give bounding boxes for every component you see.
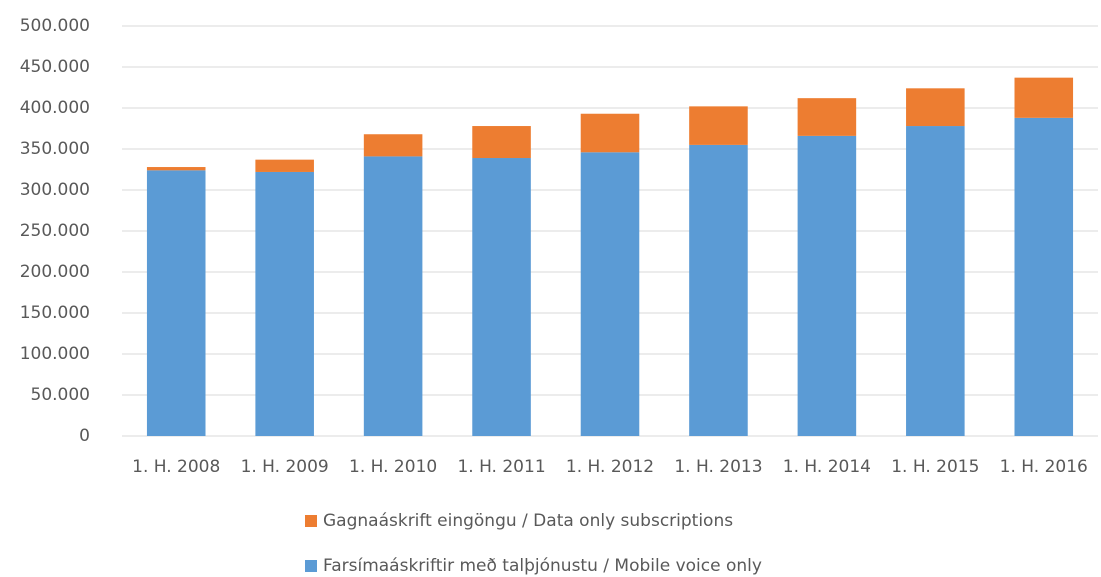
legend-label: Farsímaáskriftir með talþjónustu / Mobil… (323, 556, 762, 576)
x-tick-label: 1. H. 2016 (1000, 457, 1088, 477)
bar-segment (797, 98, 857, 136)
bar-segment (689, 144, 748, 436)
y-tick-label: 400.000 (20, 98, 90, 118)
bar-segment (906, 88, 965, 127)
legend-marker (305, 560, 317, 572)
bar-segment (580, 113, 640, 153)
y-tick-label: 300.000 (20, 180, 90, 200)
bar-segment (363, 134, 423, 157)
legend-label: Gagnaáskrift eingöngu / Data only subscr… (323, 511, 733, 531)
bar-segment (363, 156, 423, 436)
x-tick-label: 1. H. 2010 (349, 457, 437, 477)
y-tick-label: 0 (79, 426, 90, 446)
bar-segment (472, 126, 531, 159)
bar-segment (255, 171, 314, 436)
bar-segment (472, 158, 531, 436)
bar-segment (797, 135, 857, 436)
y-tick-label: 350.000 (20, 139, 90, 159)
bar-segment (689, 106, 748, 145)
y-tick-label: 200.000 (20, 262, 90, 282)
bar-segment (580, 152, 640, 436)
x-tick-label: 1. H. 2015 (891, 457, 979, 477)
y-tick-label: 500.000 (20, 16, 90, 36)
y-tick-label: 50.000 (31, 385, 90, 405)
y-tick-label: 150.000 (20, 303, 90, 323)
bar-segment (906, 126, 965, 436)
y-tick-label: 100.000 (20, 344, 90, 364)
y-tick-label: 450.000 (20, 57, 90, 77)
bar-segment (255, 159, 314, 172)
y-tick-label: 250.000 (20, 221, 90, 241)
x-tick-label: 1. H. 2011 (457, 457, 545, 477)
bar-segment (1014, 77, 1074, 118)
legend-marker (305, 515, 317, 527)
x-tick-label: 1. H. 2012 (566, 457, 654, 477)
x-tick-label: 1. H. 2014 (783, 457, 871, 477)
x-tick-label: 1. H. 2013 (674, 457, 762, 477)
x-tick-label: 1. H. 2008 (132, 457, 220, 477)
bar-segment (146, 170, 206, 436)
bar-segment (146, 167, 206, 171)
bar-segment (1014, 117, 1074, 436)
x-tick-label: 1. H. 2009 (241, 457, 329, 477)
